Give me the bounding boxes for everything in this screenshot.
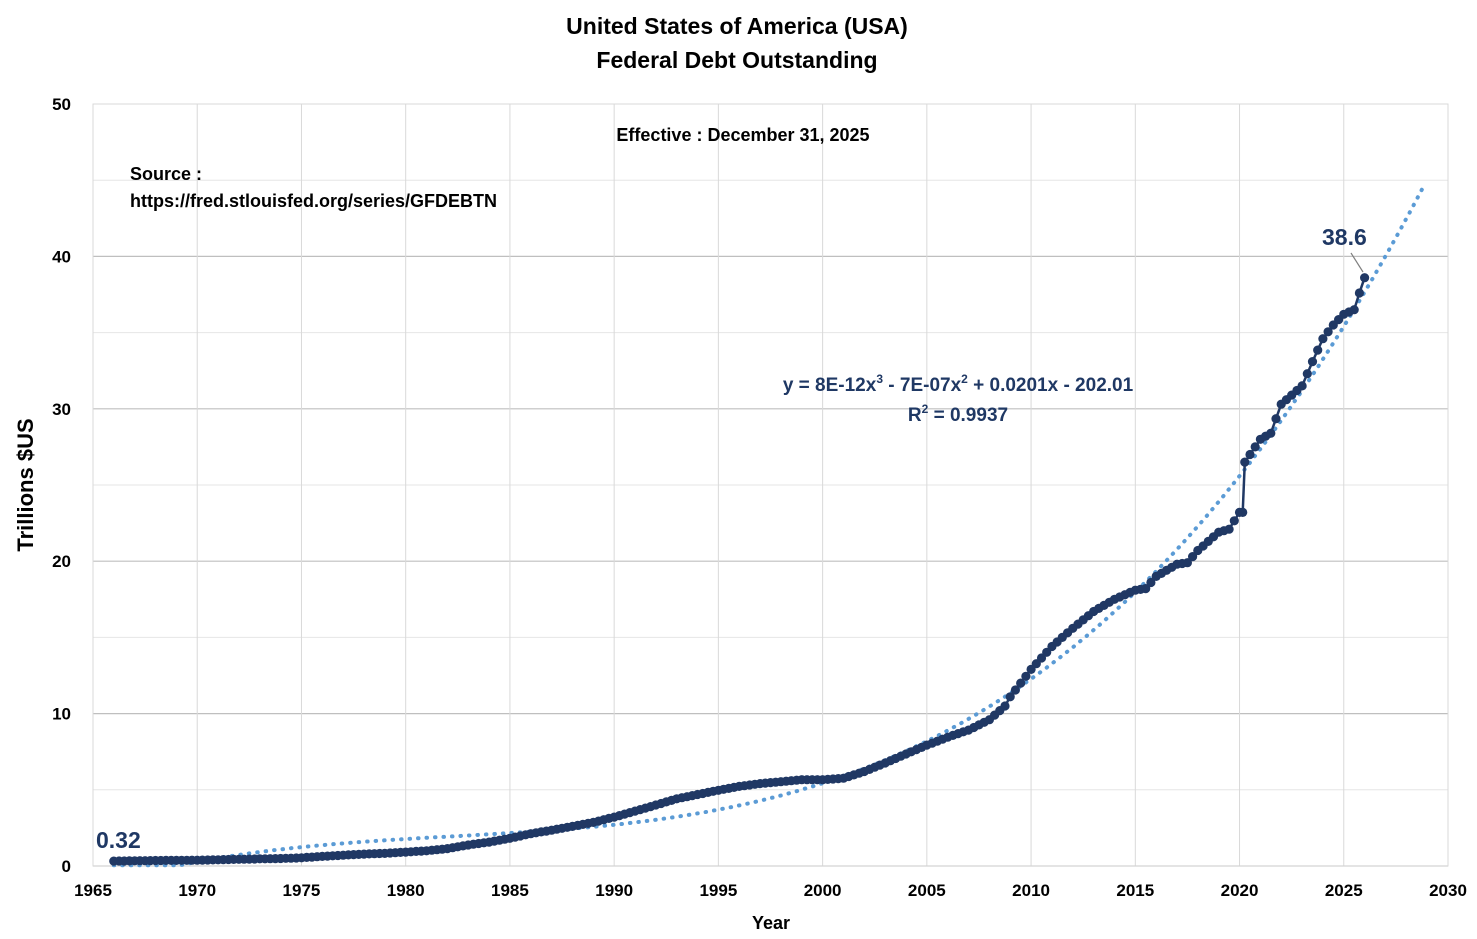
y-axis-title: Trillions $US xyxy=(13,418,38,551)
series-point xyxy=(1354,288,1364,298)
series-point xyxy=(1010,685,1021,695)
plot-area-border xyxy=(92,103,1449,867)
trendline-equation: y = 8E-12x3 - 7E-07x2 + 0.0201x - 202.01 xyxy=(783,372,1134,396)
trendline-r-squared: R2 = 0.9937 xyxy=(908,402,1008,426)
series-point xyxy=(1266,428,1276,438)
last-value-leader-line xyxy=(1350,252,1364,273)
series-point xyxy=(1250,442,1260,452)
series-point xyxy=(1307,357,1318,367)
first-value-label: 0.32 xyxy=(96,827,141,853)
x-tick-label: 2010 xyxy=(1012,881,1050,900)
y-tick-label: 10 xyxy=(52,705,71,724)
series-point xyxy=(1302,369,1312,379)
x-tick-label: 1980 xyxy=(387,881,425,900)
data-series xyxy=(109,273,1370,866)
equation-sup-2: 2 xyxy=(961,372,968,386)
equation-part-2: - 7E-07x xyxy=(883,375,962,396)
x-tick-label: 2025 xyxy=(1325,881,1363,900)
x-tick-label: 2005 xyxy=(908,881,946,900)
x-axis-ticks: 1965 1970 1975 1980 1985 1990 1995 2000 2005 2010… xyxy=(74,881,1467,900)
y-tick-label: 50 xyxy=(52,95,71,114)
y-tick-label: 30 xyxy=(52,400,71,419)
x-tick-label: 1975 xyxy=(283,881,321,900)
source-url: https://fred.stlouisfed.org/series/GFDEB… xyxy=(130,191,497,211)
x-tick-label: 2000 xyxy=(804,881,842,900)
series-point xyxy=(1224,524,1234,534)
x-tick-label: 2030 xyxy=(1429,881,1467,900)
effective-date-annotation: Effective : December 31, 2025 xyxy=(616,125,869,145)
x-tick-label: 2020 xyxy=(1221,881,1259,900)
last-value-label: 38.6 xyxy=(1322,224,1367,250)
x-axis-title: Year xyxy=(752,913,790,933)
x-tick-label: 1985 xyxy=(491,881,529,900)
series-point xyxy=(1229,516,1239,526)
series-point xyxy=(1141,584,1151,594)
x-tick-label: 1995 xyxy=(699,881,737,900)
r2-sup: 2 xyxy=(922,402,929,416)
y-tick-label: 20 xyxy=(52,552,71,571)
series-point xyxy=(1349,305,1359,315)
series-point xyxy=(1000,701,1010,711)
x-tick-label: 1965 xyxy=(74,881,112,900)
series-point xyxy=(1271,414,1281,424)
series-point xyxy=(1323,327,1333,337)
series-point xyxy=(1188,552,1198,562)
series-point xyxy=(1146,577,1156,588)
trendline xyxy=(111,185,1425,868)
r2-part-1: R xyxy=(908,405,922,426)
x-tick-label: 1990 xyxy=(595,881,633,900)
chart-title-line2: Federal Debt Outstanding xyxy=(596,47,877,73)
chart-title-line1: United States of America (USA) xyxy=(566,13,908,39)
series-point xyxy=(1360,273,1370,283)
y-axis-ticks: 0 10 20 30 40 50 xyxy=(52,95,71,876)
series-point xyxy=(1182,558,1192,568)
series-point xyxy=(1313,345,1323,355)
series-point xyxy=(1240,457,1250,467)
r2-part-2: = 0.9937 xyxy=(928,405,1008,426)
x-tick-label: 1970 xyxy=(178,881,216,900)
series-point xyxy=(1016,678,1026,688)
series-point xyxy=(1238,507,1248,517)
series-point xyxy=(1021,671,1031,681)
series-point xyxy=(1318,334,1328,344)
equation-sup-1: 3 xyxy=(876,372,883,386)
series-point xyxy=(1297,381,1307,391)
series-point xyxy=(1245,449,1255,460)
equation-part-1: y = 8E-12x xyxy=(783,375,877,396)
source-label: Source : xyxy=(130,164,202,184)
y-tick-label: 40 xyxy=(52,247,71,266)
series-point xyxy=(1005,692,1015,702)
y-tick-label: 0 xyxy=(62,857,71,876)
trendline-path xyxy=(111,185,1425,868)
equation-part-3: + 0.0201x - 202.01 xyxy=(968,375,1134,396)
x-tick-label: 2015 xyxy=(1116,881,1154,900)
